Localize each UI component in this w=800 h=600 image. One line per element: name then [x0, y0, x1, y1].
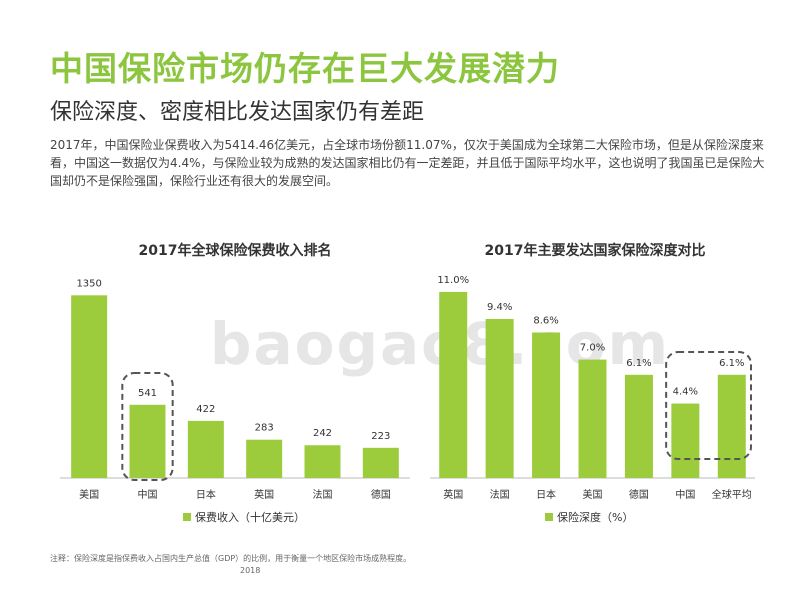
chart-1-category-label: 美国 [79, 488, 99, 501]
chart-2-value-label: 11.0% [437, 275, 469, 286]
chart-2-category-label: 法国 [490, 488, 510, 501]
chart-1-value-label: 223 [371, 431, 390, 442]
chart-1-value-label: 541 [138, 388, 157, 399]
chart-2-category-label: 中国 [675, 488, 695, 501]
chart-1-legend-label: 保费收入（十亿美元） [195, 510, 305, 524]
chart-2-category-label: 美国 [583, 488, 603, 501]
chart-1-category-label: 德国 [371, 488, 391, 501]
chart-1-bar [246, 439, 283, 478]
footnote: 注释：保险深度是指保费收入占国内生产总值（GDP）的比例，用于衡量一个地区保险市… [50, 554, 412, 563]
chart-2-value-label: 9.4% [487, 302, 512, 313]
chart-2-title: 2017年主要发达国家保险深度对比 [484, 243, 706, 259]
chart-1-value-label: 242 [313, 428, 332, 439]
chart-2-bar [485, 318, 514, 478]
chart-2-legend-label: 保险深度（%） [557, 510, 633, 524]
chart-2-value-label: 4.4% [673, 387, 698, 398]
chart-1-legend-swatch [183, 513, 191, 521]
chart-2-highlight-box [665, 351, 753, 460]
chart-1-category-label: 日本 [196, 488, 216, 501]
chart-2-value-label: 7.0% [580, 343, 605, 354]
chart-2-bar [578, 359, 607, 478]
chart-2-bar [532, 332, 561, 478]
chart-1-value-label: 1350 [76, 278, 101, 289]
chart-1-category-label: 英国 [254, 488, 274, 501]
chart-2-legend-swatch [545, 513, 553, 521]
chart-1-bar [362, 447, 399, 478]
chart-2-bar [439, 291, 468, 478]
chart-1-category-label: 法国 [313, 488, 333, 501]
chart-2-value-label: 6.1% [719, 358, 744, 369]
chart-1-highlight-box [121, 372, 174, 481]
footnote-year: 2018 [240, 566, 261, 575]
page-title: 中国保险市场仍存在巨大发展潜力 [50, 49, 560, 88]
chart-1-bar [187, 420, 224, 478]
chart-1-title: 2017年全球保险保费收入排名 [138, 243, 332, 259]
chart-2-category-label: 日本 [536, 488, 556, 501]
chart-1-value-label: 283 [255, 423, 274, 434]
chart-2-value-label: 6.1% [626, 358, 651, 369]
page-subtitle: 保险深度、密度相比发达国家仍有差距 [50, 100, 425, 125]
chart-2-bar [671, 403, 700, 478]
chart-2-category-label: 德国 [629, 488, 649, 501]
chart-1-category-label: 中国 [138, 488, 158, 501]
chart-1-bar [129, 404, 166, 478]
chart-2-category-label: 全球平均 [712, 488, 752, 501]
chart-2-category-label: 英国 [443, 488, 463, 501]
chart-1-value-label: 422 [196, 404, 215, 415]
chart-1-bar [304, 445, 341, 478]
body-paragraph: 2017年，中国保险业保费收入为5414.46亿美元，占全球市场份额11.07%… [50, 138, 765, 188]
chart-2-bar [717, 374, 746, 478]
chart-1-bar [71, 295, 108, 478]
chart-2-value-label: 8.6% [533, 316, 558, 327]
chart-2-bar [624, 374, 653, 478]
